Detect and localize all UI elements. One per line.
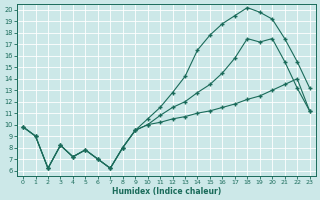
X-axis label: Humidex (Indice chaleur): Humidex (Indice chaleur) <box>112 187 221 196</box>
